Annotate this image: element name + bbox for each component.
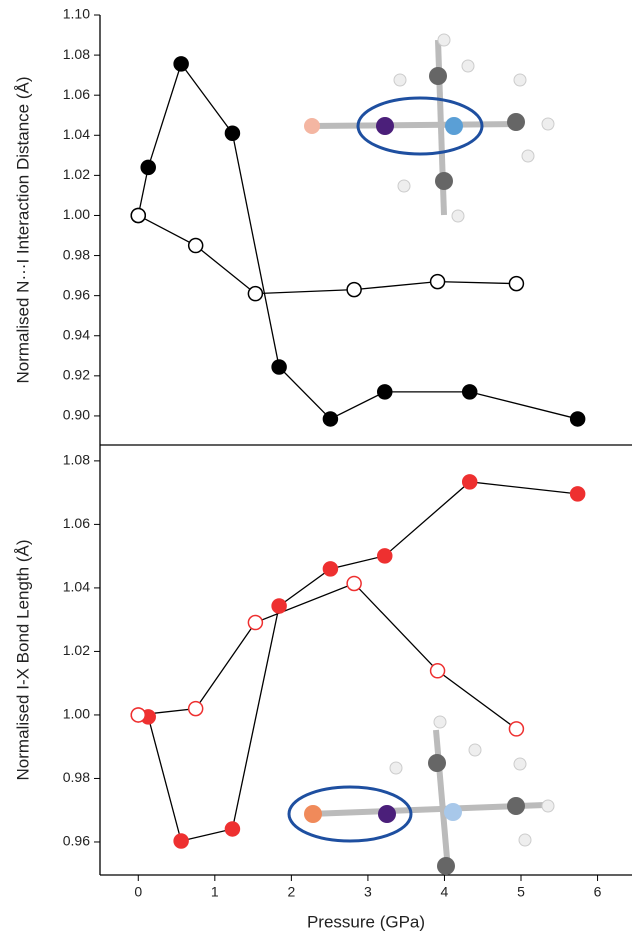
data-point: [271, 359, 287, 375]
data-point: [322, 411, 339, 427]
data-point: [271, 598, 287, 614]
data-point: [508, 721, 525, 737]
plot-layer: 0.90 0.92 0.94 0.96 0.98 1.00 1.02 1.04 1.06 1.08…: [13, 6, 632, 931]
data-point: [461, 384, 478, 400]
data-point: [461, 474, 478, 490]
data-point: [130, 707, 147, 723]
data-point: [429, 663, 446, 679]
x-tick-label: 1: [211, 884, 219, 900]
y-axis-label: Normalised I-X Bond Length (Å): [13, 540, 32, 781]
y-tick-label: 1.10: [63, 6, 90, 22]
series-line: [137, 214, 517, 295]
data-point: [508, 275, 525, 292]
data-point: [224, 125, 241, 142]
molecule-illustration: [304, 33, 555, 223]
data-point: [187, 237, 204, 254]
data-point: [346, 281, 362, 298]
y-tick-label: 0.98: [63, 246, 90, 262]
data-point: [429, 273, 446, 290]
data-point: [569, 411, 586, 427]
data-point: [173, 56, 189, 72]
data-point: [130, 207, 147, 224]
y-tick-label: 1.06: [63, 86, 90, 102]
y-tick-label: 1.04: [63, 579, 90, 595]
x-tick-label: 6: [594, 884, 602, 900]
x-axis-label: Pressure (GPa): [307, 912, 425, 931]
data-point: [224, 821, 241, 837]
data-point: [173, 833, 189, 849]
data-point: [140, 159, 156, 176]
series-line: [138, 582, 517, 730]
data-point: [247, 614, 264, 631]
data-point: [187, 700, 204, 717]
data-point: [322, 561, 339, 577]
x-tick-label: 4: [441, 884, 449, 900]
y-tick-label: 0.94: [63, 326, 90, 342]
y-tick-label: 1.06: [63, 515, 90, 531]
y-tick-label: 1.02: [63, 642, 90, 658]
y-tick-label: 0.98: [63, 769, 90, 785]
x-tick-label: 0: [134, 884, 142, 900]
y-tick-label: 0.96: [63, 833, 90, 849]
molecule-illustration: [287, 715, 555, 875]
y-tick-label: 1.08: [63, 452, 90, 468]
data-point: [569, 486, 586, 502]
data-point: [377, 384, 393, 400]
x-tick-label: 2: [287, 884, 295, 900]
data-point: [346, 575, 362, 592]
y-axis-label: Normalised N···I Interaction Distance (Å…: [13, 76, 32, 383]
y-tick-label: 1.08: [63, 46, 90, 62]
y-tick-label: 1.00: [63, 206, 90, 222]
y-tick-label: 0.96: [63, 286, 90, 302]
y-tick-label: 1.02: [63, 166, 90, 182]
x-tick-label: 3: [364, 884, 372, 900]
y-tick-label: 0.92: [63, 367, 90, 383]
data-point: [247, 285, 264, 302]
y-tick-label: 1.00: [63, 706, 90, 722]
y-tick-label: 0.90: [63, 407, 90, 423]
x-tick-label: 5: [517, 884, 525, 900]
data-point: [377, 548, 393, 564]
y-tick-label: 1.04: [63, 126, 90, 142]
